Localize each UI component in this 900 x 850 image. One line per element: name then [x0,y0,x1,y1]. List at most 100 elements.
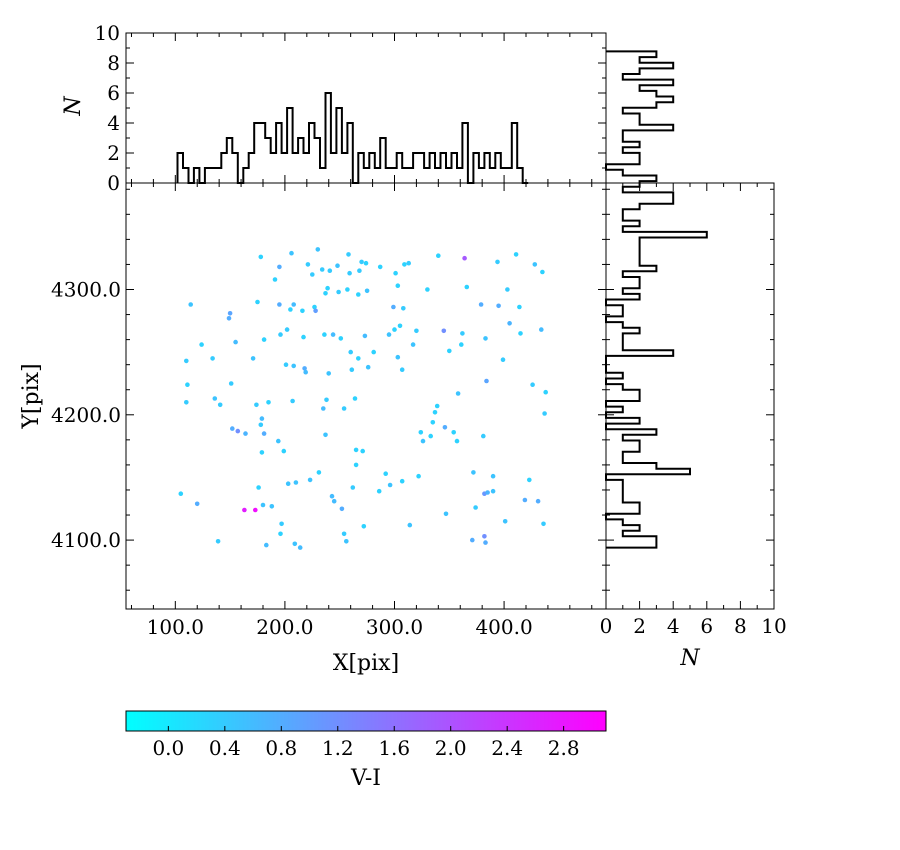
scatter-point [260,502,266,508]
scatter-point [178,491,184,497]
scatter-point [535,498,541,504]
scatter-point [462,255,467,261]
scatter-point [383,471,389,477]
scatter-point [542,411,547,416]
scatter-point [326,371,332,376]
scatter-point [428,433,434,439]
right-histogram-panel: 0 2 4 6 8 10 N [600,50,787,671]
scatter-point [507,321,512,326]
scatter-point [261,431,267,436]
scatter-point [455,391,461,396]
scatter-point [420,438,426,444]
top-hist-y-tick-label: 2 [107,141,120,165]
scatter-point [303,369,309,375]
scatter-point [339,506,345,512]
scatter-point [356,356,361,361]
right-hist-x-tick-label: 8 [734,614,747,638]
top-histogram-y-ticks: 0 2 4 6 8 10 [95,21,606,195]
scatter-point [401,306,406,311]
scatter-point [540,269,545,275]
scatter-point [357,268,362,274]
scatter-point [290,398,295,404]
scatter-point [495,259,500,265]
scatter-point [376,488,382,494]
scatter-points [178,247,548,550]
scatter-point [277,264,282,270]
scatter-point [259,450,265,455]
scatter-point [315,247,321,252]
scatter-point [386,332,392,337]
right-histogram-frame [605,182,775,610]
scatter-point [281,448,287,454]
scatter-point [490,488,496,494]
scatter-point [327,268,333,274]
scatter-point [329,493,335,499]
scatter-point [387,482,393,488]
scatter-point [363,260,369,266]
x-tick-label: 200.0 [256,615,313,639]
scatter-point [470,537,475,543]
scatter-point [302,366,307,371]
scatter-point [278,531,283,537]
right-histogram-xlabel: N [679,646,700,671]
scatter-point [228,381,234,386]
scatter-point [345,287,350,292]
top-hist-y-tick-label: 10 [95,21,120,45]
scatter-point [297,545,303,550]
scatter-point [500,357,506,363]
scatter-point [362,333,368,339]
scatter-point [377,264,383,270]
scatter-y-ticks: 4100.0 4200.0 4300.0 [51,188,606,591]
scatter-point [434,403,440,409]
x-tick-label: 400.0 [475,615,532,639]
scatter-point [319,267,325,272]
colorbar-label: V-I [350,766,381,791]
scatter-point [184,400,189,405]
scatter-point [483,336,488,341]
x-axis-label: X[pix] [333,651,399,676]
scatter-point [307,477,313,483]
scatter-point [258,422,264,428]
scatter-point [325,285,330,291]
scatter-point [350,485,356,490]
top-histogram-panel: 0 2 4 6 8 10 N [61,21,607,195]
scatter-point [305,262,311,267]
scatter-point [347,270,352,276]
scatter-point [471,470,476,475]
right-histogram-step [605,50,708,549]
scatter-point [289,250,294,256]
scatter-point [395,354,401,360]
scatter-point [235,428,241,434]
scatter-point [407,522,413,528]
scatter-point [464,284,470,290]
scatter-point [478,302,484,307]
colorbar-gradient [125,710,607,732]
scatter-point [338,336,344,341]
scatter-point [460,331,465,336]
colorbar-tick-label: 2.8 [548,736,580,760]
scatter-point [502,519,508,524]
scatter-point [256,485,261,490]
scatter-point [253,507,258,513]
scatter-point [264,542,269,548]
scatter-point [284,327,290,332]
scatter-point [395,283,401,289]
scatter-point [543,389,548,395]
scatter-point [261,337,267,342]
scatter-point [324,397,329,403]
scatter-point [359,259,364,265]
scatter-point [346,252,351,257]
scatter-point [451,430,457,435]
colorbar-tick-label: 1.2 [322,736,354,760]
top-hist-y-tick-label: 6 [107,81,120,105]
scatter-point [278,332,283,337]
scatter-point [330,332,336,337]
scatter-point [242,507,247,513]
scatter-point [344,539,349,544]
scatter-point [393,270,398,276]
scatter-point [416,473,421,479]
colorbar-tick-label: 1.6 [378,736,410,760]
scatter-point [442,425,448,430]
scatter-point [496,303,501,309]
scatter-point [185,382,190,388]
